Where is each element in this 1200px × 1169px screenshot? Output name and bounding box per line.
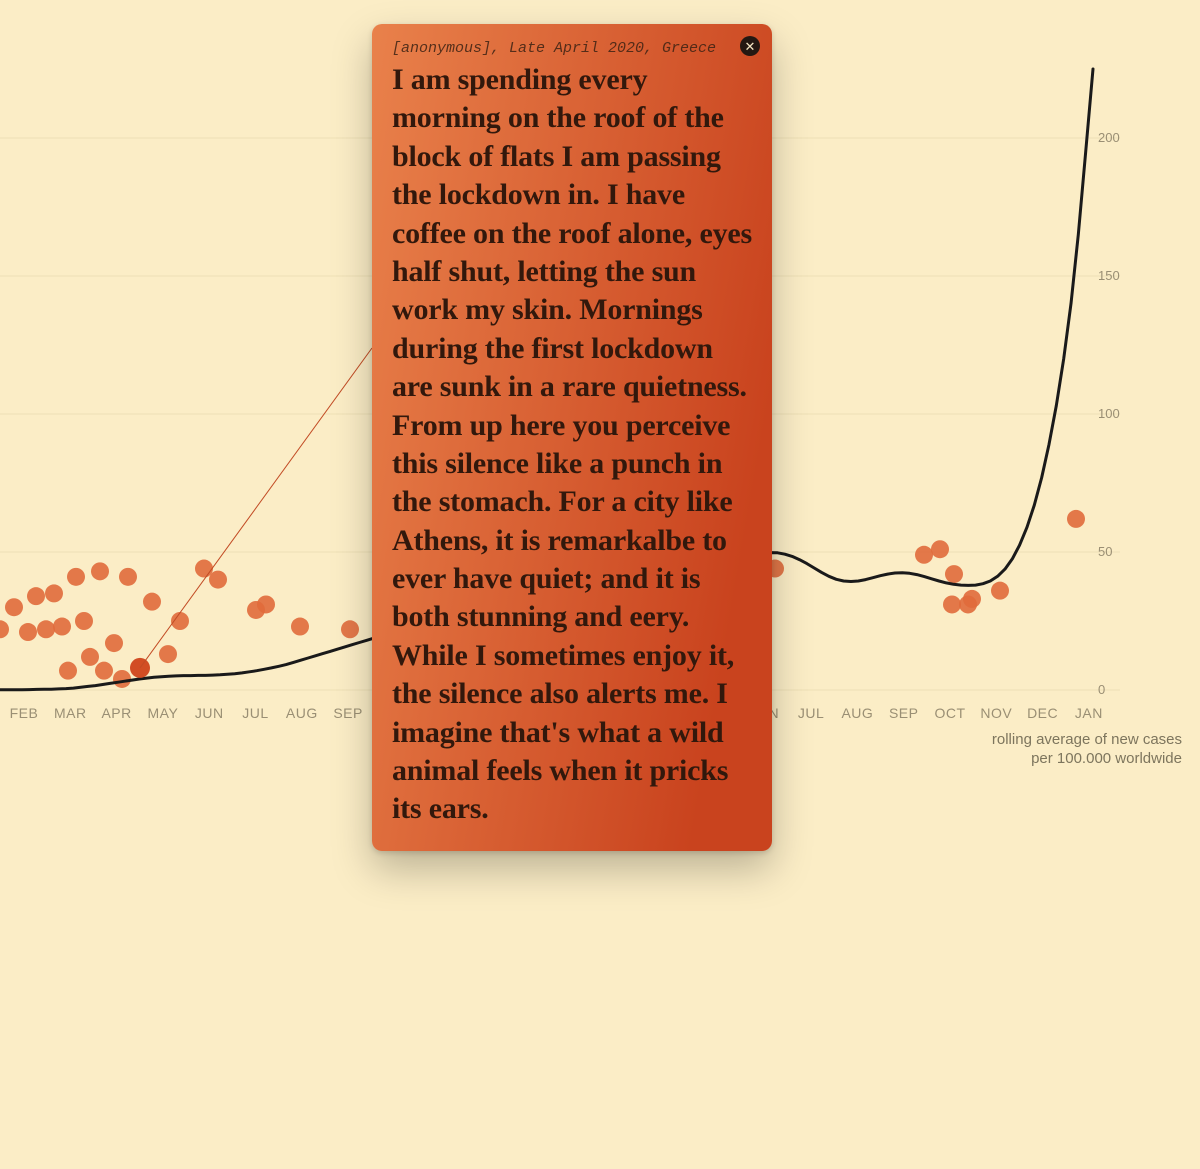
story-dot[interactable]	[915, 546, 933, 564]
x-tick-label: SEP	[889, 705, 919, 721]
x-tick-label: JUN	[195, 705, 224, 721]
story-dot[interactable]	[943, 595, 961, 613]
x-tick-label: AUG	[286, 705, 318, 721]
x-tick-label: JUL	[242, 705, 268, 721]
story-dot[interactable]	[105, 634, 123, 652]
story-dot[interactable]	[27, 587, 45, 605]
y-tick-label: 100	[1098, 406, 1120, 421]
story-dot[interactable]	[991, 582, 1009, 600]
story-dot[interactable]	[67, 568, 85, 586]
story-dot[interactable]	[113, 670, 131, 688]
y-tick-label: 150	[1098, 268, 1120, 283]
story-dot[interactable]	[341, 620, 359, 638]
x-tick-label: JAN	[1075, 705, 1103, 721]
story-dot[interactable]	[257, 595, 275, 613]
story-body: I am spending every morning on the roof …	[392, 61, 752, 829]
story-dot[interactable]	[143, 593, 161, 611]
x-tick-label: JUL	[798, 705, 824, 721]
story-dot[interactable]	[209, 571, 227, 589]
story-card: ✕ [anonymous], Late April 2020, Greece I…	[372, 24, 772, 851]
y-tick-label: 200	[1098, 130, 1120, 145]
x-tick-label: FEB	[10, 705, 39, 721]
x-tick-label: SEP	[333, 705, 363, 721]
story-dot[interactable]	[945, 565, 963, 583]
story-dot[interactable]	[37, 620, 55, 638]
story-dot[interactable]	[963, 590, 981, 608]
x-tick-label: AUG	[841, 705, 873, 721]
story-dot[interactable]	[291, 618, 309, 636]
story-dot[interactable]	[119, 568, 137, 586]
story-dot[interactable]	[91, 562, 109, 580]
story-dot[interactable]	[81, 648, 99, 666]
y-tick-label: 50	[1098, 544, 1112, 559]
story-dot[interactable]	[931, 540, 949, 558]
x-tick-label: NOV	[980, 705, 1012, 721]
story-dot[interactable]	[159, 645, 177, 663]
x-tick-label: OCT	[934, 705, 965, 721]
story-dot[interactable]	[75, 612, 93, 630]
x-tick-label: APR	[101, 705, 131, 721]
leader-line	[140, 348, 372, 668]
story-dot[interactable]	[19, 623, 37, 641]
story-meta: [anonymous], Late April 2020, Greece	[392, 40, 752, 57]
story-dot[interactable]	[53, 618, 71, 636]
story-dot[interactable]	[1067, 510, 1085, 528]
x-tick-label: DEC	[1027, 705, 1058, 721]
story-dot[interactable]	[45, 584, 63, 602]
x-tick-label: MAY	[147, 705, 178, 721]
chart-stage: 0 50 100 150 200 FEB MAR APR MAY JUN JUL AUG SEP OCT N…	[0, 0, 1200, 1169]
story-dot[interactable]	[0, 620, 9, 638]
story-dot[interactable]	[59, 662, 77, 680]
x-tick-label: MAR	[54, 705, 87, 721]
story-dot[interactable]	[95, 662, 113, 680]
story-dot[interactable]	[195, 560, 213, 578]
story-dot[interactable]	[5, 598, 23, 616]
y-axis-caption: rolling average of new cases per 100.000…	[982, 731, 1182, 769]
y-tick-label: 0	[1098, 682, 1105, 697]
